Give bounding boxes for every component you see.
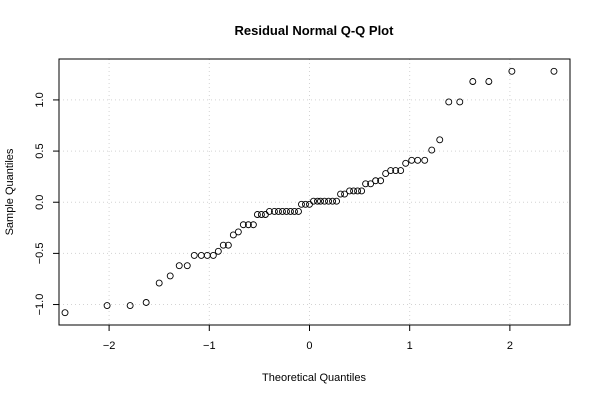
data-point bbox=[408, 156, 416, 164]
data-point bbox=[306, 200, 313, 208]
data-point bbox=[197, 251, 205, 259]
data-point bbox=[142, 299, 150, 306]
x-tick-label: −2 bbox=[103, 340, 116, 352]
data-point bbox=[298, 200, 305, 208]
data-point bbox=[436, 136, 444, 144]
data-point bbox=[372, 177, 380, 185]
y-tick-label: −1.0 bbox=[34, 294, 46, 316]
data-point bbox=[234, 228, 242, 236]
data-point bbox=[183, 262, 191, 270]
data-point bbox=[469, 78, 477, 85]
data-point bbox=[445, 98, 453, 106]
y-tick-label: 0.5 bbox=[34, 143, 46, 158]
y-axis-title: Sample Quantiles bbox=[4, 148, 16, 235]
chart-title: Residual Normal Q-Q Plot bbox=[235, 23, 395, 38]
data-point bbox=[456, 98, 464, 106]
x-axis-title: Theoretical Quantiles bbox=[262, 372, 366, 384]
data-point bbox=[239, 221, 247, 229]
x-tick-label: −1 bbox=[203, 340, 216, 352]
data-point bbox=[61, 309, 69, 317]
data-point bbox=[265, 207, 273, 215]
grid bbox=[59, 59, 570, 325]
data-point bbox=[358, 187, 366, 195]
data-point bbox=[329, 197, 336, 205]
data-point bbox=[175, 262, 183, 270]
y-tick-label: −0.5 bbox=[34, 243, 46, 265]
data-point bbox=[317, 197, 324, 205]
y-axis: −1.0 −0.5 0.0 0.5 1.0 bbox=[34, 92, 59, 315]
data-point bbox=[166, 272, 174, 280]
x-tick-label: 2 bbox=[507, 340, 513, 352]
data-point bbox=[209, 251, 217, 259]
data-point bbox=[219, 241, 227, 249]
data-point bbox=[485, 78, 493, 85]
plot-frame bbox=[58, 58, 571, 326]
data-point bbox=[274, 207, 282, 215]
data-point bbox=[321, 197, 328, 205]
x-tick-label: 0 bbox=[306, 340, 312, 352]
data-point bbox=[350, 187, 358, 195]
data-point bbox=[257, 211, 265, 218]
data-point bbox=[421, 156, 429, 164]
data-point bbox=[341, 190, 349, 198]
data-point bbox=[270, 207, 278, 215]
data-point bbox=[249, 221, 257, 229]
y-tick-label: 1.0 bbox=[34, 92, 46, 107]
data-point bbox=[508, 67, 516, 75]
data-point bbox=[282, 207, 290, 215]
data-point bbox=[278, 207, 286, 215]
data-point bbox=[314, 197, 321, 205]
data-point bbox=[354, 187, 362, 195]
data-point bbox=[346, 187, 354, 195]
x-tick-label: 1 bbox=[407, 340, 413, 352]
data-point bbox=[126, 302, 134, 310]
data-point bbox=[402, 159, 410, 167]
data-point bbox=[367, 180, 375, 188]
data-point bbox=[253, 211, 261, 218]
data-point bbox=[103, 302, 111, 310]
data-point bbox=[155, 279, 163, 287]
data-point bbox=[287, 207, 294, 215]
data-point bbox=[382, 170, 390, 178]
data-point bbox=[387, 167, 395, 174]
data-point bbox=[362, 180, 370, 188]
data-point bbox=[397, 167, 405, 174]
data-point bbox=[214, 247, 222, 255]
data-point bbox=[261, 211, 269, 218]
data-point bbox=[291, 207, 298, 215]
data-point bbox=[325, 197, 332, 205]
data-point bbox=[224, 241, 232, 249]
data-point bbox=[392, 167, 400, 174]
x-axis: −2 −1 0 1 2 bbox=[103, 325, 513, 352]
data-point bbox=[550, 67, 558, 75]
y-tick-label: 0.0 bbox=[34, 195, 46, 210]
data-point bbox=[229, 231, 237, 239]
data-point bbox=[377, 177, 385, 185]
data-point bbox=[414, 156, 422, 164]
data-point bbox=[310, 197, 317, 205]
data-point bbox=[302, 200, 309, 208]
data-point bbox=[244, 221, 252, 229]
data-point bbox=[337, 190, 345, 198]
data-point bbox=[428, 146, 436, 154]
data-point bbox=[333, 197, 340, 205]
data-points bbox=[61, 67, 558, 317]
data-point bbox=[190, 251, 198, 259]
data-point bbox=[295, 207, 302, 215]
